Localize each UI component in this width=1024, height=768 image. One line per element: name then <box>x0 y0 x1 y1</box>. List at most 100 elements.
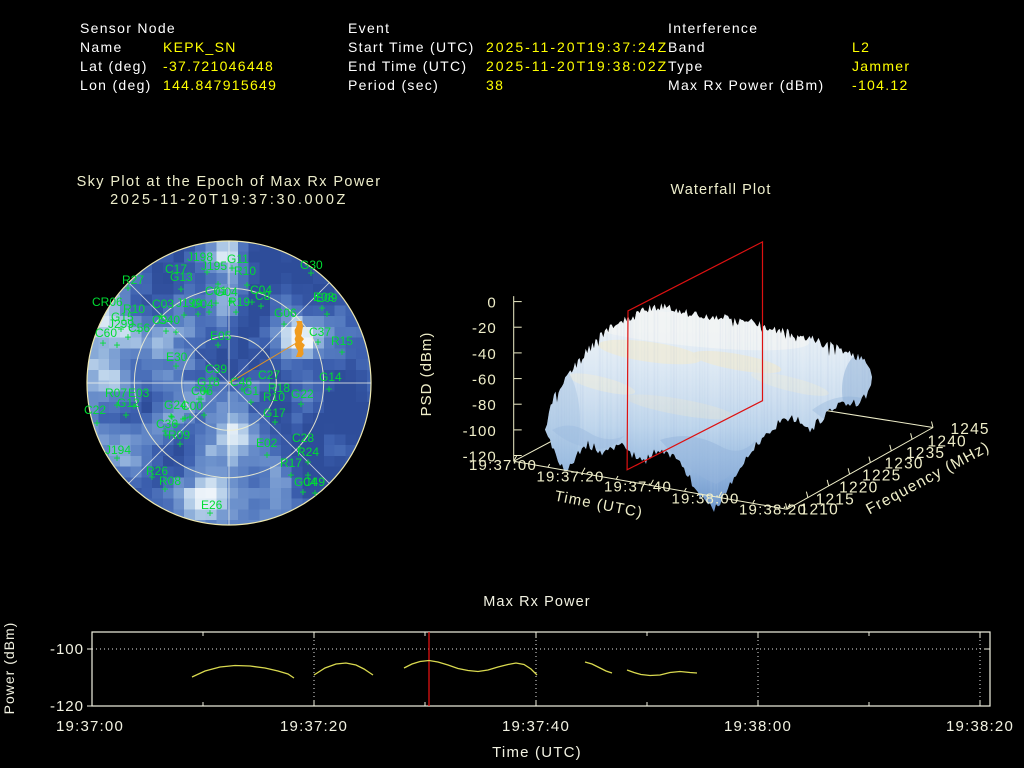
svg-text:+: + <box>307 266 314 280</box>
svg-text:+: + <box>200 408 207 422</box>
svg-text:Lon (deg): Lon (deg) <box>80 77 152 93</box>
svg-text:+: + <box>304 455 311 469</box>
svg-text:+: + <box>247 395 254 409</box>
svg-text:Waterfall Plot: Waterfall Plot <box>670 182 771 198</box>
svg-text:+: + <box>325 382 332 396</box>
svg-text:G11: G11 <box>227 252 249 266</box>
svg-text:J299: J299 <box>108 317 134 331</box>
svg-text:KEPK_SN: KEPK_SN <box>163 39 237 55</box>
svg-text:R07: R07 <box>105 386 127 400</box>
svg-text:Max Rx Power: Max Rx Power <box>483 594 590 610</box>
svg-text:R09: R09 <box>168 428 190 442</box>
svg-text:+: + <box>338 345 345 359</box>
svg-text:-104.12: -104.12 <box>852 77 909 93</box>
svg-text:+: + <box>227 294 234 308</box>
svg-text:+: + <box>172 325 179 339</box>
svg-text:+: + <box>311 486 318 500</box>
svg-text:C46: C46 <box>230 375 252 389</box>
svg-text:J199: J199 <box>176 296 202 310</box>
svg-text:G17: G17 <box>263 406 286 420</box>
svg-text:Period (sec): Period (sec) <box>348 77 439 93</box>
svg-text:G15: G15 <box>111 310 134 324</box>
svg-text:-100: -100 <box>50 641 84 658</box>
svg-text:+: + <box>168 410 175 424</box>
svg-text:G12: G12 <box>117 396 140 410</box>
svg-text:+: + <box>318 301 325 315</box>
svg-text:+: + <box>180 308 187 322</box>
svg-text:C28: C28 <box>292 431 314 445</box>
svg-text:G14: G14 <box>319 370 342 384</box>
svg-text:+: + <box>186 410 193 424</box>
svg-text:Name: Name <box>80 39 123 55</box>
svg-text:1245: 1245 <box>950 421 989 438</box>
svg-text:C27: C27 <box>258 368 280 382</box>
svg-text:1210: 1210 <box>800 502 839 519</box>
svg-text:G13: G13 <box>170 270 193 284</box>
svg-text:R10: R10 <box>263 390 285 404</box>
svg-text:C39: C39 <box>205 362 227 376</box>
svg-text:R27: R27 <box>122 273 144 287</box>
svg-text:C36: C36 <box>156 417 178 431</box>
svg-text:2025-11-20T19:37:24Z: 2025-11-20T19:37:24Z <box>486 39 668 55</box>
svg-text:+: + <box>113 451 120 465</box>
svg-text:C00: C00 <box>181 399 203 413</box>
svg-text:+: + <box>176 437 183 451</box>
svg-text:E26: E26 <box>201 498 223 512</box>
svg-text:Event: Event <box>348 20 390 36</box>
svg-text:Type: Type <box>668 58 704 74</box>
svg-text:1215: 1215 <box>816 491 855 508</box>
svg-text:38: 38 <box>486 77 504 93</box>
svg-text:+: + <box>195 392 202 406</box>
svg-text:Start Time (UTC): Start Time (UTC) <box>348 39 475 55</box>
svg-text:+: + <box>212 296 219 310</box>
svg-text:+: + <box>93 416 100 430</box>
svg-text:End Time (UTC): End Time (UTC) <box>348 58 467 74</box>
svg-text:+: + <box>124 330 131 344</box>
svg-text:C01: C01 <box>205 284 227 298</box>
svg-text:Jammer: Jammer <box>852 58 910 74</box>
svg-text:19:38:20: 19:38:20 <box>739 502 807 519</box>
svg-text:1240: 1240 <box>928 433 967 450</box>
svg-text:19:37:20: 19:37:20 <box>280 718 348 735</box>
svg-text:-80: -80 <box>472 397 497 414</box>
svg-text:0: 0 <box>487 295 496 312</box>
svg-text:G18: G18 <box>197 375 220 389</box>
svg-text:PSD (dBm): PSD (dBm) <box>418 332 435 417</box>
svg-text:+: + <box>228 261 235 275</box>
svg-text:CR06: CR06 <box>92 295 123 309</box>
svg-text:Band: Band <box>668 39 706 55</box>
svg-text:C40: C40 <box>158 313 180 327</box>
svg-text:G30: G30 <box>300 258 323 272</box>
svg-text:19:37:00: 19:37:00 <box>56 718 124 735</box>
svg-text:+: + <box>181 411 188 425</box>
svg-text:J198: J198 <box>187 250 213 264</box>
svg-text:C8: C8 <box>255 289 271 303</box>
svg-text:+: + <box>117 322 124 336</box>
svg-text:19:37:20: 19:37:20 <box>537 469 605 486</box>
svg-text:Time (UTC): Time (UTC) <box>492 744 582 761</box>
svg-text:+: + <box>214 277 221 291</box>
svg-text:+: + <box>99 336 106 350</box>
svg-text:+: + <box>161 482 168 496</box>
svg-text:+: + <box>162 324 169 338</box>
svg-text:+: + <box>214 338 221 352</box>
svg-text:Power (dBm): Power (dBm) <box>1 622 17 715</box>
svg-text:R15: R15 <box>331 334 353 348</box>
svg-text:E02: E02 <box>256 436 278 450</box>
svg-text:19:37:40: 19:37:40 <box>502 718 570 735</box>
svg-text:R10: R10 <box>123 302 145 316</box>
svg-text:C06: C06 <box>191 384 213 398</box>
svg-text:E30: E30 <box>166 350 188 364</box>
svg-text:+: + <box>161 424 168 438</box>
svg-text:G06: G06 <box>274 306 297 320</box>
svg-text:+: + <box>194 307 201 321</box>
svg-text:Sky Plot at the Epoch of Max R: Sky Plot at the Epoch of Max Rx Power <box>77 174 382 190</box>
svg-text:-20: -20 <box>472 320 497 337</box>
svg-text:C60: C60 <box>95 326 117 340</box>
svg-text:+: + <box>162 428 169 442</box>
svg-text:+: + <box>314 335 321 349</box>
svg-text:R10: R10 <box>234 264 256 278</box>
svg-text:C49: C49 <box>303 475 325 489</box>
svg-text:19:38:00: 19:38:00 <box>672 491 740 508</box>
svg-text:R19: R19 <box>228 295 250 309</box>
